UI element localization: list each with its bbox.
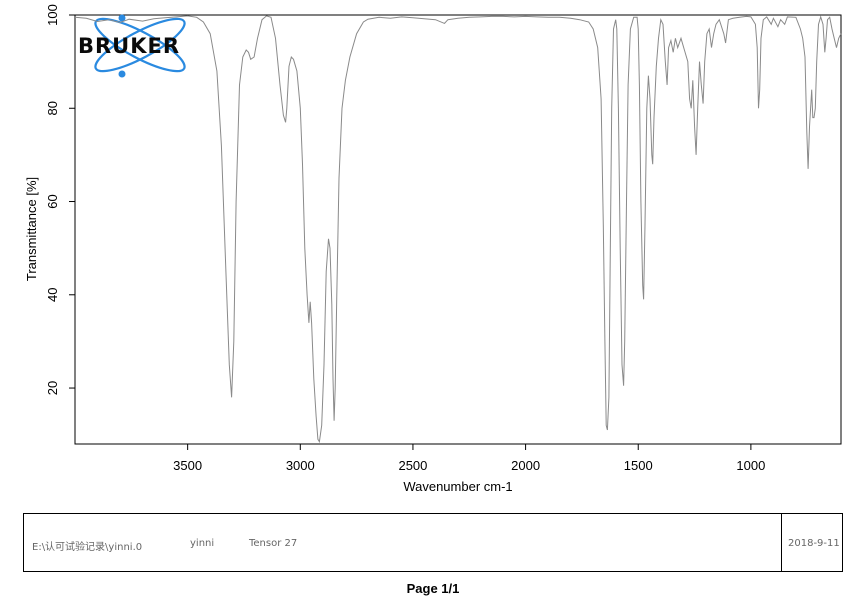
x-axis-title: Wavenumber cm-1 <box>403 479 512 494</box>
x-tick-label: 2000 <box>511 458 540 473</box>
y-tick-label: 100 <box>45 4 60 26</box>
x-tick-label: 3000 <box>286 458 315 473</box>
y-axis-title: Transmittance [%] <box>24 177 39 281</box>
y-axis: 20 40 60 80 100 <box>45 4 75 395</box>
x-axis: 3500 3000 2500 2000 1500 1000 <box>173 444 765 473</box>
x-tick-label: 2500 <box>398 458 427 473</box>
y-tick-label: 60 <box>45 194 60 208</box>
x-tick-label: 1000 <box>736 458 765 473</box>
file-path: E:\认可试验记录\yinni.0 <box>32 542 143 553</box>
plot-frame <box>74 14 842 445</box>
logo-text: BRUKER <box>78 34 180 58</box>
x-tick-label: 1500 <box>624 458 653 473</box>
footer-info-box: E:\认可试验记录\yinni.0 yinni Tensor 27 2018-9… <box>23 513 843 572</box>
page-number: Page 1/1 <box>406 581 460 596</box>
footer-divider <box>781 514 782 571</box>
instrument-name: Tensor 27 <box>249 538 298 549</box>
spectrum-chart: BRUKER 20 40 60 80 100 3500 3000 2500 2000 1500 1… <box>24 4 842 494</box>
y-tick-label: 80 <box>45 101 60 115</box>
user-name: yinni <box>190 538 215 549</box>
measurement-date: 2018-9-11 <box>788 538 840 549</box>
x-tick-label: 3500 <box>173 458 202 473</box>
y-tick-label: 20 <box>45 381 60 395</box>
series-line <box>74 15 842 444</box>
y-tick-label: 40 <box>45 288 60 302</box>
bruker-logo: BRUKER <box>78 14 186 78</box>
